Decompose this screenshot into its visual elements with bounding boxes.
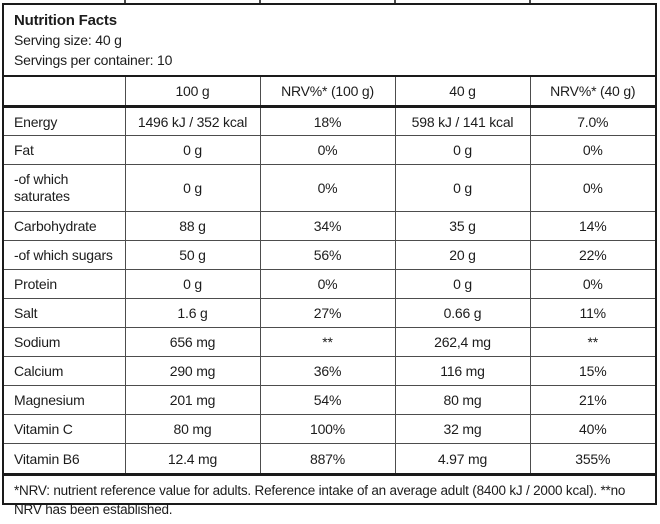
row-label: -of which sugars	[14, 247, 113, 264]
value-40g: 262,4 mg	[394, 327, 530, 357]
value-nrv-100g: 56%	[259, 240, 395, 270]
value-100g: 0 g	[124, 269, 260, 299]
value-100g: 1.6 g	[124, 298, 260, 328]
value-nrv-40g: 7.0%	[529, 106, 655, 136]
value-nrv-100g: **	[259, 327, 395, 357]
value-nrv-100g: 54%	[259, 385, 395, 415]
value-nrv-40g: 355%	[529, 443, 655, 473]
row-label: Energy	[14, 113, 58, 130]
value-40g: 0 g	[394, 135, 530, 165]
value-40g: 20 g	[394, 240, 530, 270]
table-row-magnesium: Magnesium 201 mg 54% 80 mg 21%	[4, 385, 655, 415]
row-label: Sodium	[14, 334, 61, 351]
row-label: Salt	[14, 305, 38, 322]
table-row-salt: Salt 1.6 g 27% 0.66 g 11%	[4, 298, 655, 328]
table-row-vitamin-c: Vitamin C 80 mg 100% 32 mg 40%	[4, 414, 655, 444]
value-nrv-100g: 34%	[259, 211, 395, 241]
value-nrv-100g: 0%	[259, 164, 395, 212]
value-40g: 0.66 g	[394, 298, 530, 328]
servings-per-container-text: Servings per container: 10	[14, 51, 173, 68]
column-header-100g: 100 g	[124, 76, 260, 109]
nrv-footnote: *NRV: nutrient reference value for adult…	[4, 472, 655, 524]
value-nrv-40g: 0%	[529, 164, 655, 212]
value-40g: 0 g	[394, 269, 530, 299]
column-header-nrv-40g: NRV%* (40 g)	[529, 76, 655, 109]
column-line-stub	[259, 0, 261, 4]
table-row-fat: Fat 0 g 0% 0 g 0%	[4, 135, 655, 165]
serving-size-text: Serving size: 40 g	[14, 32, 122, 48]
row-label: -of which saturates	[4, 165, 125, 212]
table-row-energy: Energy 1496 kJ / 352 kcal 18% 598 kJ / 1…	[4, 106, 655, 136]
value-100g: 50 g	[124, 240, 260, 270]
row-label: Vitamin B6	[14, 450, 80, 467]
table-row-sodium: Sodium 656 mg ** 262,4 mg **	[4, 327, 655, 357]
row-label: Vitamin C	[14, 421, 73, 438]
nutrition-label-page: Nutrition Facts Serving size: 40 g Servi…	[2, 0, 657, 517]
row-label-text: -of which saturates	[14, 170, 70, 205]
table-row-protein: Protein 0 g 0% 0 g 0%	[4, 269, 655, 299]
column-line-stub	[529, 0, 531, 4]
nutrition-table: 100 g NRV%* (100 g) 40 g NRV%* (40 g) En…	[4, 76, 655, 473]
value-40g: 32 mg	[394, 414, 530, 444]
value-nrv-100g: 100%	[259, 414, 395, 444]
table-row-saturates: -of which saturates 0 g 0% 0 g 0%	[4, 164, 655, 212]
value-100g: 201 mg	[124, 385, 260, 415]
value-40g: 598 kJ / 141 kcal	[394, 106, 530, 136]
column-header-empty	[4, 76, 125, 109]
table-row-sugars: -of which sugars 50 g 56% 20 g 22%	[4, 240, 655, 270]
value-nrv-100g: 887%	[259, 443, 395, 473]
value-nrv-40g: 0%	[529, 135, 655, 165]
value-nrv-40g: **	[529, 327, 655, 357]
column-line-stub	[124, 0, 126, 4]
nutrition-facts-panel: Nutrition Facts Serving size: 40 g Servi…	[2, 3, 657, 517]
table-row-vitamin-b6: Vitamin B6 12.4 mg 887% 4.97 mg 355%	[4, 443, 655, 473]
value-nrv-40g: 0%	[529, 269, 655, 299]
value-100g: 656 mg	[124, 327, 260, 357]
value-nrv-100g: 0%	[259, 269, 395, 299]
value-40g: 35 g	[394, 211, 530, 241]
value-nrv-40g: 15%	[529, 356, 655, 386]
value-100g: 80 mg	[124, 414, 260, 444]
value-nrv-40g: 14%	[529, 211, 655, 241]
value-nrv-40g: 40%	[529, 414, 655, 444]
value-40g: 80 mg	[394, 385, 530, 415]
value-100g: 12.4 mg	[124, 443, 260, 473]
row-label: Magnesium	[14, 392, 85, 409]
row-label: Fat	[14, 142, 34, 159]
value-100g: 88 g	[124, 211, 260, 241]
value-nrv-100g: 0%	[259, 135, 395, 165]
value-nrv-100g: 36%	[259, 356, 395, 386]
row-label: Carbohydrate	[14, 218, 97, 235]
value-100g: 290 mg	[124, 356, 260, 386]
value-nrv-100g: 27%	[259, 298, 395, 328]
table-header-row: 100 g NRV%* (100 g) 40 g NRV%* (40 g)	[4, 76, 655, 109]
value-nrv-40g: 22%	[529, 240, 655, 270]
nutrition-facts-title: Nutrition Facts	[14, 12, 117, 29]
column-header-nrv-100g: NRV%* (100 g)	[259, 76, 395, 109]
value-40g: 0 g	[394, 164, 530, 212]
table-row-calcium: Calcium 290 mg 36% 116 mg 15%	[4, 356, 655, 386]
label-header: Nutrition Facts Serving size: 40 g Servi…	[4, 5, 655, 77]
column-header-40g: 40 g	[394, 76, 530, 109]
table-row-carbohydrate: Carbohydrate 88 g 34% 35 g 14%	[4, 211, 655, 241]
value-nrv-100g: 18%	[259, 106, 395, 136]
column-line-stub	[394, 0, 396, 4]
value-40g: 4.97 mg	[394, 443, 530, 473]
value-40g: 116 mg	[394, 356, 530, 386]
value-100g: 0 g	[124, 164, 260, 212]
row-label: Calcium	[14, 363, 64, 380]
value-100g: 0 g	[124, 135, 260, 165]
value-nrv-40g: 21%	[529, 385, 655, 415]
value-nrv-40g: 11%	[529, 298, 655, 328]
row-label: Protein	[14, 276, 57, 293]
value-100g: 1496 kJ / 352 kcal	[124, 106, 260, 136]
